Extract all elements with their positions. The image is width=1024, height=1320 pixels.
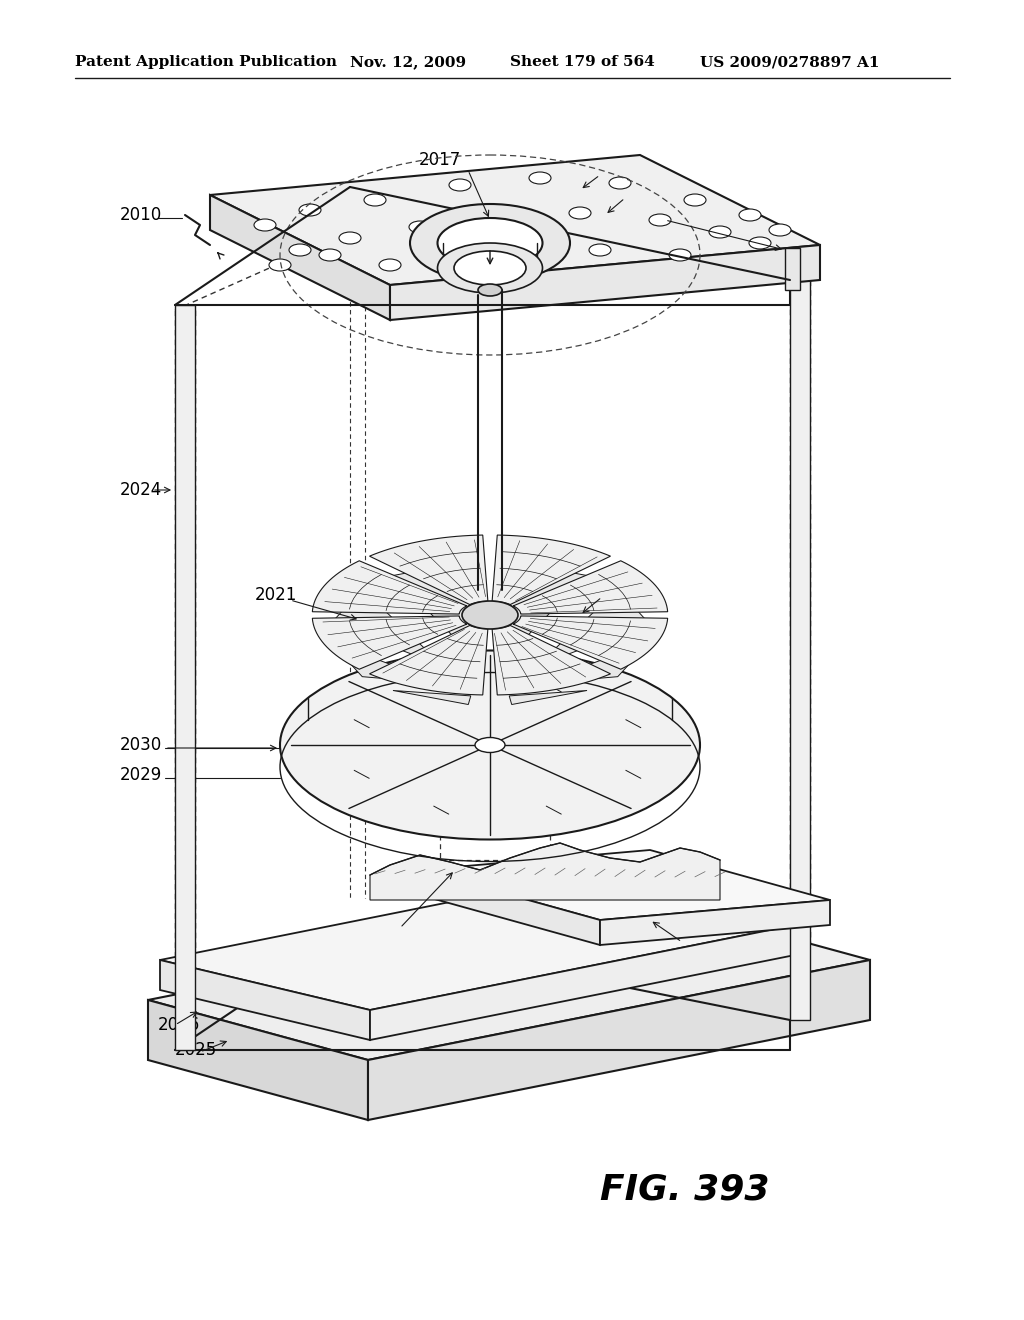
Ellipse shape (319, 249, 341, 261)
Polygon shape (148, 1001, 368, 1119)
Text: 2032: 2032 (650, 203, 692, 220)
Polygon shape (393, 690, 471, 705)
Polygon shape (210, 154, 820, 285)
Ellipse shape (410, 205, 570, 282)
Polygon shape (785, 248, 800, 290)
Polygon shape (509, 561, 587, 655)
Text: Sheet 179 of 564: Sheet 179 of 564 (510, 55, 654, 69)
Ellipse shape (709, 226, 731, 238)
Ellipse shape (437, 218, 543, 268)
Text: US 2009/0278897 A1: US 2009/0278897 A1 (700, 55, 880, 69)
Polygon shape (509, 690, 587, 705)
Polygon shape (420, 850, 830, 920)
Ellipse shape (478, 284, 502, 296)
Ellipse shape (269, 259, 291, 271)
Ellipse shape (379, 259, 401, 271)
Polygon shape (370, 843, 720, 900)
Text: 2031: 2031 (600, 581, 642, 599)
Polygon shape (160, 873, 810, 1010)
Polygon shape (513, 616, 668, 669)
Polygon shape (368, 960, 870, 1119)
Polygon shape (370, 921, 810, 1040)
Polygon shape (331, 643, 443, 684)
Text: Patent Application Publication: Patent Application Publication (75, 55, 337, 69)
Text: 2033: 2033 (375, 927, 418, 944)
Polygon shape (160, 960, 370, 1040)
Polygon shape (393, 561, 471, 655)
Ellipse shape (409, 220, 431, 234)
Ellipse shape (489, 249, 511, 261)
Ellipse shape (684, 194, 706, 206)
Ellipse shape (462, 601, 518, 630)
Ellipse shape (437, 243, 543, 293)
Polygon shape (513, 561, 668, 614)
Ellipse shape (289, 244, 311, 256)
Ellipse shape (769, 224, 791, 236)
Text: 2029: 2029 (120, 766, 162, 784)
Text: 2024: 2024 (120, 480, 162, 499)
Polygon shape (331, 589, 443, 667)
Ellipse shape (529, 172, 551, 183)
Ellipse shape (609, 177, 631, 189)
Ellipse shape (749, 238, 771, 249)
Text: 2010: 2010 (120, 206, 162, 224)
Ellipse shape (669, 249, 691, 261)
Text: 2023: 2023 (620, 181, 663, 199)
Text: Nov. 12, 2009: Nov. 12, 2009 (350, 55, 466, 69)
Ellipse shape (569, 207, 591, 219)
Polygon shape (537, 589, 649, 667)
Ellipse shape (299, 205, 321, 216)
Polygon shape (210, 195, 390, 319)
Polygon shape (312, 561, 467, 614)
Ellipse shape (454, 251, 526, 285)
Polygon shape (493, 626, 610, 694)
Text: 2034: 2034 (595, 158, 637, 177)
Ellipse shape (364, 194, 386, 206)
Text: FIG. 393: FIG. 393 (600, 1173, 769, 1206)
Ellipse shape (589, 244, 611, 256)
Polygon shape (312, 616, 467, 669)
Ellipse shape (339, 232, 361, 244)
Ellipse shape (739, 209, 761, 220)
Text: 2017: 2017 (419, 150, 461, 169)
Polygon shape (370, 626, 487, 694)
Polygon shape (493, 535, 610, 605)
Text: 2030: 2030 (120, 737, 162, 754)
Polygon shape (537, 643, 649, 684)
Text: 2021: 2021 (255, 586, 297, 605)
Polygon shape (390, 246, 820, 319)
Text: 2027: 2027 (680, 931, 722, 949)
Polygon shape (600, 900, 830, 945)
Ellipse shape (649, 214, 671, 226)
Text: 2026: 2026 (158, 1016, 201, 1034)
Ellipse shape (449, 180, 471, 191)
Polygon shape (790, 280, 810, 1020)
Polygon shape (175, 305, 195, 1049)
Polygon shape (370, 535, 487, 605)
Ellipse shape (475, 738, 505, 752)
Polygon shape (148, 900, 870, 1060)
Text: 2025: 2025 (175, 1041, 217, 1059)
Ellipse shape (254, 219, 276, 231)
Polygon shape (420, 870, 600, 945)
Ellipse shape (280, 651, 700, 840)
Ellipse shape (489, 213, 511, 224)
